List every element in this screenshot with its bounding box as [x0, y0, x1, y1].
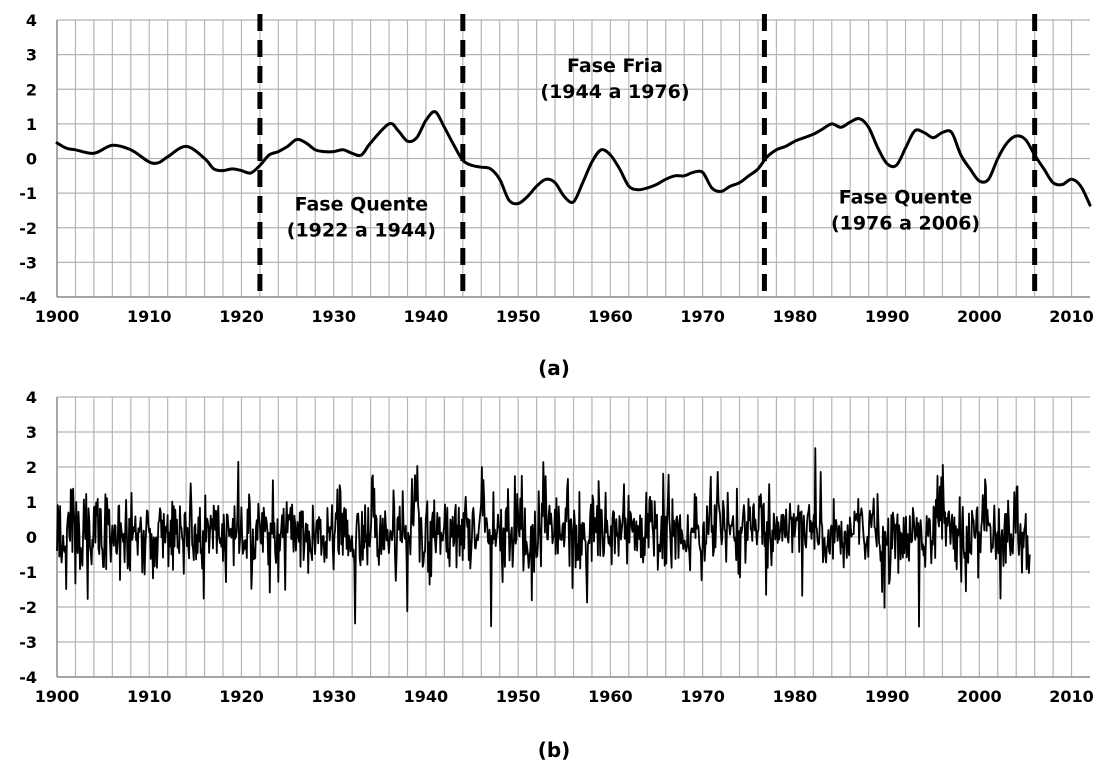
phase-annotation-line: Fase Fria — [567, 55, 663, 77]
panel-a-frame — [56, 20, 1090, 298]
x-tick-label: 1970 — [680, 687, 725, 706]
y-tick-label: -4 — [19, 288, 37, 307]
y-tick-label: -2 — [19, 219, 37, 238]
panel-a-label: (a) — [538, 356, 570, 380]
x-tick-label: 1920 — [219, 307, 264, 326]
x-tick-label: 1940 — [404, 307, 449, 326]
y-tick-label: 2 — [26, 80, 37, 99]
y-tick-label: -4 — [19, 668, 37, 687]
panel-b-label: (b) — [538, 738, 571, 762]
y-tick-label: 1 — [26, 493, 37, 512]
x-tick-label: 1960 — [588, 687, 633, 706]
x-tick-label: 1930 — [311, 687, 356, 706]
y-tick-label: -1 — [19, 563, 37, 582]
y-tick-label: 2 — [26, 458, 37, 477]
x-tick-label: 1940 — [404, 687, 449, 706]
x-tick-label: 1980 — [773, 687, 818, 706]
x-tick-label: 1970 — [680, 307, 725, 326]
y-tick-label: 4 — [26, 388, 37, 407]
y-tick-label: 3 — [26, 423, 37, 442]
y-tick-label: 1 — [26, 115, 37, 134]
y-tick-label: 0 — [26, 150, 37, 169]
y-tick-label: -1 — [19, 184, 37, 203]
x-tick-label: 2010 — [1049, 687, 1094, 706]
phase-annotation-line: (1944 a 1976) — [540, 81, 689, 103]
y-tick-label: -2 — [19, 598, 37, 617]
x-tick-label: 1980 — [773, 307, 818, 326]
x-tick-label: 2010 — [1049, 307, 1094, 326]
y-tick-label: 3 — [26, 46, 37, 65]
panel-b-series-line — [56, 447, 1031, 628]
x-tick-label: 1960 — [588, 307, 633, 326]
y-tick-label: 0 — [26, 528, 37, 547]
phase-annotation-line: (1976 a 2006) — [831, 213, 980, 235]
phase-annotation-line: Fase Quente — [839, 187, 973, 209]
panel-b-y-ticks: 4 3 2 1 0 -1 -2 -3 -4 — [19, 388, 37, 687]
x-tick-label: 1990 — [865, 687, 910, 706]
x-tick-label: 2000 — [957, 687, 1002, 706]
y-tick-label: -3 — [19, 633, 37, 652]
panel-a-grid — [57, 19, 1090, 298]
x-tick-label: 1950 — [496, 307, 541, 326]
panel-a-x-ticks: 1900 1910 1920 1930 1940 1950 1960 1970 1980 1990… — [35, 307, 1094, 326]
y-tick-label: -3 — [19, 253, 37, 272]
panel-b-x-ticks: 1900 1910 1920 1930 1940 1950 1960 1970 1980 1990… — [35, 687, 1094, 706]
x-tick-label: 1930 — [311, 307, 356, 326]
panel-a-series-line — [55, 110, 1092, 207]
phase-annotation-line: (1922 a 1944) — [287, 219, 436, 241]
x-tick-label: 1920 — [219, 687, 264, 706]
x-tick-label: 1910 — [127, 307, 172, 326]
x-tick-label: 1950 — [496, 687, 541, 706]
x-tick-label: 1910 — [127, 687, 172, 706]
x-tick-label: 1900 — [35, 307, 80, 326]
panel-a-annotations: Fase Quente (1922 a 1944) Fase Fria (1944 a… — [287, 55, 980, 242]
x-tick-label: 2000 — [957, 307, 1002, 326]
y-tick-label: 4 — [26, 11, 37, 30]
panel-a-y-ticks: 4 3 2 1 0 -1 -2 -3 -4 — [19, 11, 37, 307]
x-tick-label: 1900 — [35, 687, 80, 706]
x-tick-label: 1990 — [865, 307, 910, 326]
phase-annotation-line: Fase Quente — [295, 193, 429, 215]
